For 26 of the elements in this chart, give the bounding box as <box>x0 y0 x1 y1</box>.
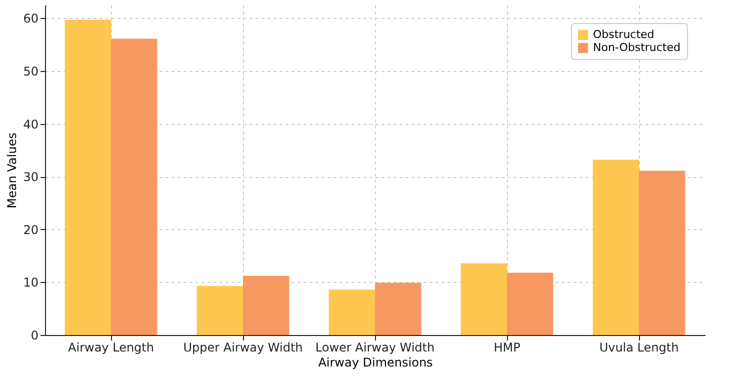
bar <box>592 160 639 335</box>
y-tick-label: 20 <box>23 222 38 237</box>
y-axis-title: Mean Values <box>5 132 20 208</box>
bar <box>64 20 111 335</box>
x-tick-label: Lower Airway Width <box>315 340 435 354</box>
x-tick-label: Airway Length <box>68 340 154 354</box>
legend-label: Non-Obstructed <box>593 41 680 54</box>
x-axis-title: Airway Dimensions <box>318 356 433 370</box>
x-tick-label: HMP <box>494 340 520 354</box>
y-tick-label: 10 <box>23 276 38 290</box>
bar <box>507 272 554 335</box>
x-tick-label: Upper Airway Width <box>183 340 303 354</box>
bar <box>328 290 375 335</box>
y-tick-label: 0 <box>30 328 38 342</box>
bar <box>639 170 686 335</box>
legend-label: Obstructed <box>593 28 654 41</box>
bar <box>375 282 422 335</box>
y-tick-label: 50 <box>23 64 38 78</box>
y-tick-label: 60 <box>23 12 38 26</box>
x-tick-label: Uvula Length <box>599 340 679 354</box>
bar <box>243 276 290 335</box>
y-tick-label: 30 <box>23 170 38 184</box>
bar <box>196 286 243 335</box>
bar <box>111 38 158 335</box>
y-tick-label: 40 <box>23 117 38 132</box>
bar <box>460 263 507 335</box>
